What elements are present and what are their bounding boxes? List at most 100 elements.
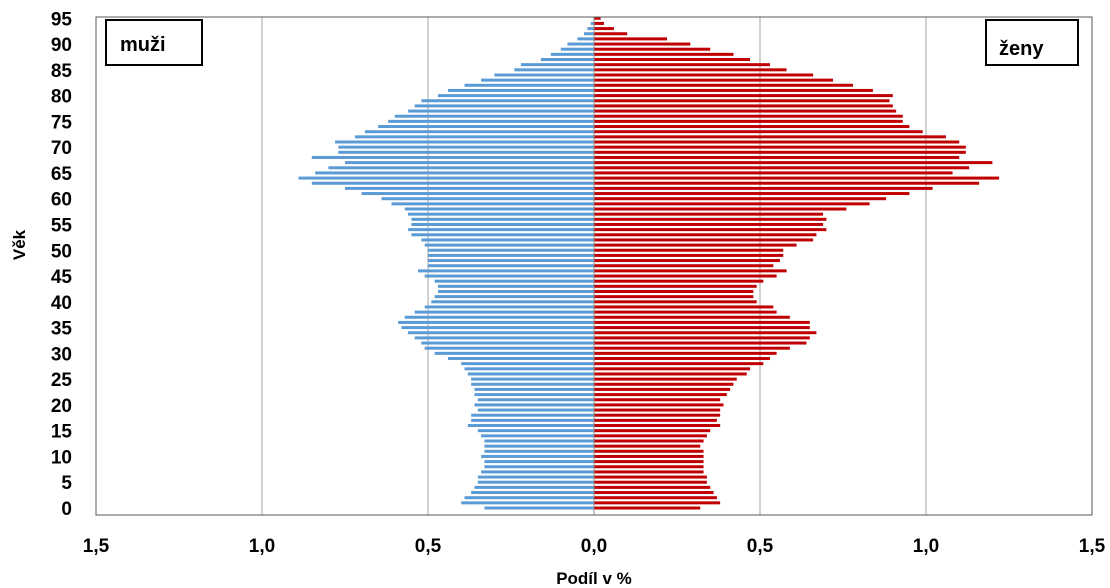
bar-male-age-93 xyxy=(587,27,594,31)
bar-female-age-29 xyxy=(594,357,770,361)
bar-female-age-48 xyxy=(594,259,780,263)
bar-male-age-13 xyxy=(484,439,594,443)
bar-female-age-77 xyxy=(594,109,897,113)
bar-male-age-65 xyxy=(315,171,594,175)
bar-male-age-48 xyxy=(428,259,594,263)
bar-male-age-39 xyxy=(424,305,594,309)
bar-male-age-86 xyxy=(520,63,594,67)
y-tick-label-60: 60 xyxy=(51,190,72,211)
bar-female-age-35 xyxy=(594,326,810,330)
bar-male-age-28 xyxy=(461,362,594,366)
bar-female-age-54 xyxy=(594,228,827,232)
bar-female-age-0 xyxy=(594,506,701,510)
bar-male-age-38 xyxy=(414,310,594,314)
bar-male-age-71 xyxy=(335,140,594,144)
bar-male-age-6 xyxy=(477,475,594,479)
y-tick-label-30: 30 xyxy=(51,344,72,365)
bar-male-age-45 xyxy=(424,274,594,278)
bar-female-age-40 xyxy=(594,300,757,304)
bar-female-age-73 xyxy=(594,130,923,134)
bar-female-age-92 xyxy=(594,32,628,36)
bar-male-age-44 xyxy=(434,279,594,283)
y-tick-label-45: 45 xyxy=(51,267,73,288)
bar-female-age-61 xyxy=(594,192,910,196)
bar-male-age-77 xyxy=(408,109,594,113)
bar-male-age-11 xyxy=(484,449,594,453)
bar-male-age-83 xyxy=(481,78,594,82)
bar-female-age-82 xyxy=(594,83,853,87)
y-tick-label-85: 85 xyxy=(51,61,73,82)
bar-female-age-25 xyxy=(594,377,737,381)
bar-male-age-22 xyxy=(474,393,594,397)
bar-male-age-85 xyxy=(514,68,594,72)
bar-female-age-71 xyxy=(594,140,960,144)
bar-male-age-67 xyxy=(345,161,594,165)
bar-female-age-49 xyxy=(594,253,784,257)
bar-female-age-21 xyxy=(594,398,721,402)
bar-female-age-66 xyxy=(594,166,970,170)
bar-male-age-61 xyxy=(361,192,594,196)
bar-female-age-10 xyxy=(594,454,704,458)
bar-female-age-88 xyxy=(594,52,734,56)
bar-male-age-78 xyxy=(414,104,594,108)
bar-male-age-46 xyxy=(418,269,594,273)
y-tick-label-95: 95 xyxy=(51,9,73,30)
bar-male-age-57 xyxy=(408,212,594,216)
bar-female-age-1 xyxy=(594,501,721,505)
y-tick-label-65: 65 xyxy=(51,164,73,185)
y-axis-tick-labels: 0 5 10 15 20 25 30 35 40 45 50 55 60 65 70 75 80 85 90 95 xyxy=(51,9,73,520)
bar-male-age-68 xyxy=(311,155,594,159)
male-bars xyxy=(298,21,594,510)
y-tick-label-0: 0 xyxy=(61,499,72,520)
bar-female-age-31 xyxy=(594,346,790,350)
bar-female-age-26 xyxy=(594,372,747,376)
bar-female-age-86 xyxy=(594,63,770,67)
bar-male-age-27 xyxy=(464,367,594,371)
bar-female-age-3 xyxy=(594,491,714,495)
y-tick-label-10: 10 xyxy=(51,447,72,468)
bar-male-age-74 xyxy=(378,125,594,129)
bar-female-age-36 xyxy=(594,320,810,324)
x-axis-title: Podíl v % xyxy=(556,569,632,588)
bar-female-age-76 xyxy=(594,114,903,118)
legend-box-male: muži xyxy=(105,19,203,66)
bar-female-age-41 xyxy=(594,295,754,299)
bar-male-age-89 xyxy=(560,47,594,51)
bar-male-age-34 xyxy=(408,331,594,335)
bar-female-age-52 xyxy=(594,238,814,242)
bar-male-age-31 xyxy=(424,346,594,350)
bar-male-age-66 xyxy=(328,166,594,170)
bar-male-age-73 xyxy=(364,130,594,134)
bar-male-age-84 xyxy=(494,73,594,77)
y-tick-label-20: 20 xyxy=(51,396,72,417)
bar-male-age-20 xyxy=(474,403,594,407)
bar-male-age-36 xyxy=(398,320,594,324)
bar-male-age-17 xyxy=(471,418,594,422)
bar-male-age-0 xyxy=(484,506,594,510)
bar-female-age-5 xyxy=(594,480,707,484)
bar-male-age-24 xyxy=(471,382,594,386)
bar-male-age-76 xyxy=(394,114,594,118)
bar-male-age-50 xyxy=(428,248,594,252)
bar-female-age-69 xyxy=(594,150,966,154)
bar-female-age-43 xyxy=(594,284,757,288)
y-tick-label-40: 40 xyxy=(51,293,72,314)
bar-male-age-53 xyxy=(411,233,594,237)
bar-female-age-85 xyxy=(594,68,787,72)
bar-female-age-59 xyxy=(594,202,870,206)
bar-male-age-7 xyxy=(481,470,594,474)
bar-female-age-51 xyxy=(594,243,797,247)
bar-male-age-30 xyxy=(434,351,594,355)
bar-male-age-10 xyxy=(481,454,594,458)
bar-female-age-63 xyxy=(594,181,980,185)
bar-female-age-74 xyxy=(594,125,910,129)
bar-female-age-34 xyxy=(594,331,817,335)
bar-female-age-37 xyxy=(594,315,790,319)
bar-female-age-53 xyxy=(594,233,817,237)
x-tick-label-6: 1,5 xyxy=(1079,536,1106,557)
bar-female-age-42 xyxy=(594,289,754,293)
bar-female-age-18 xyxy=(594,413,721,417)
bar-male-age-43 xyxy=(437,284,594,288)
bar-female-age-83 xyxy=(594,78,834,82)
y-tick-label-70: 70 xyxy=(51,138,72,159)
